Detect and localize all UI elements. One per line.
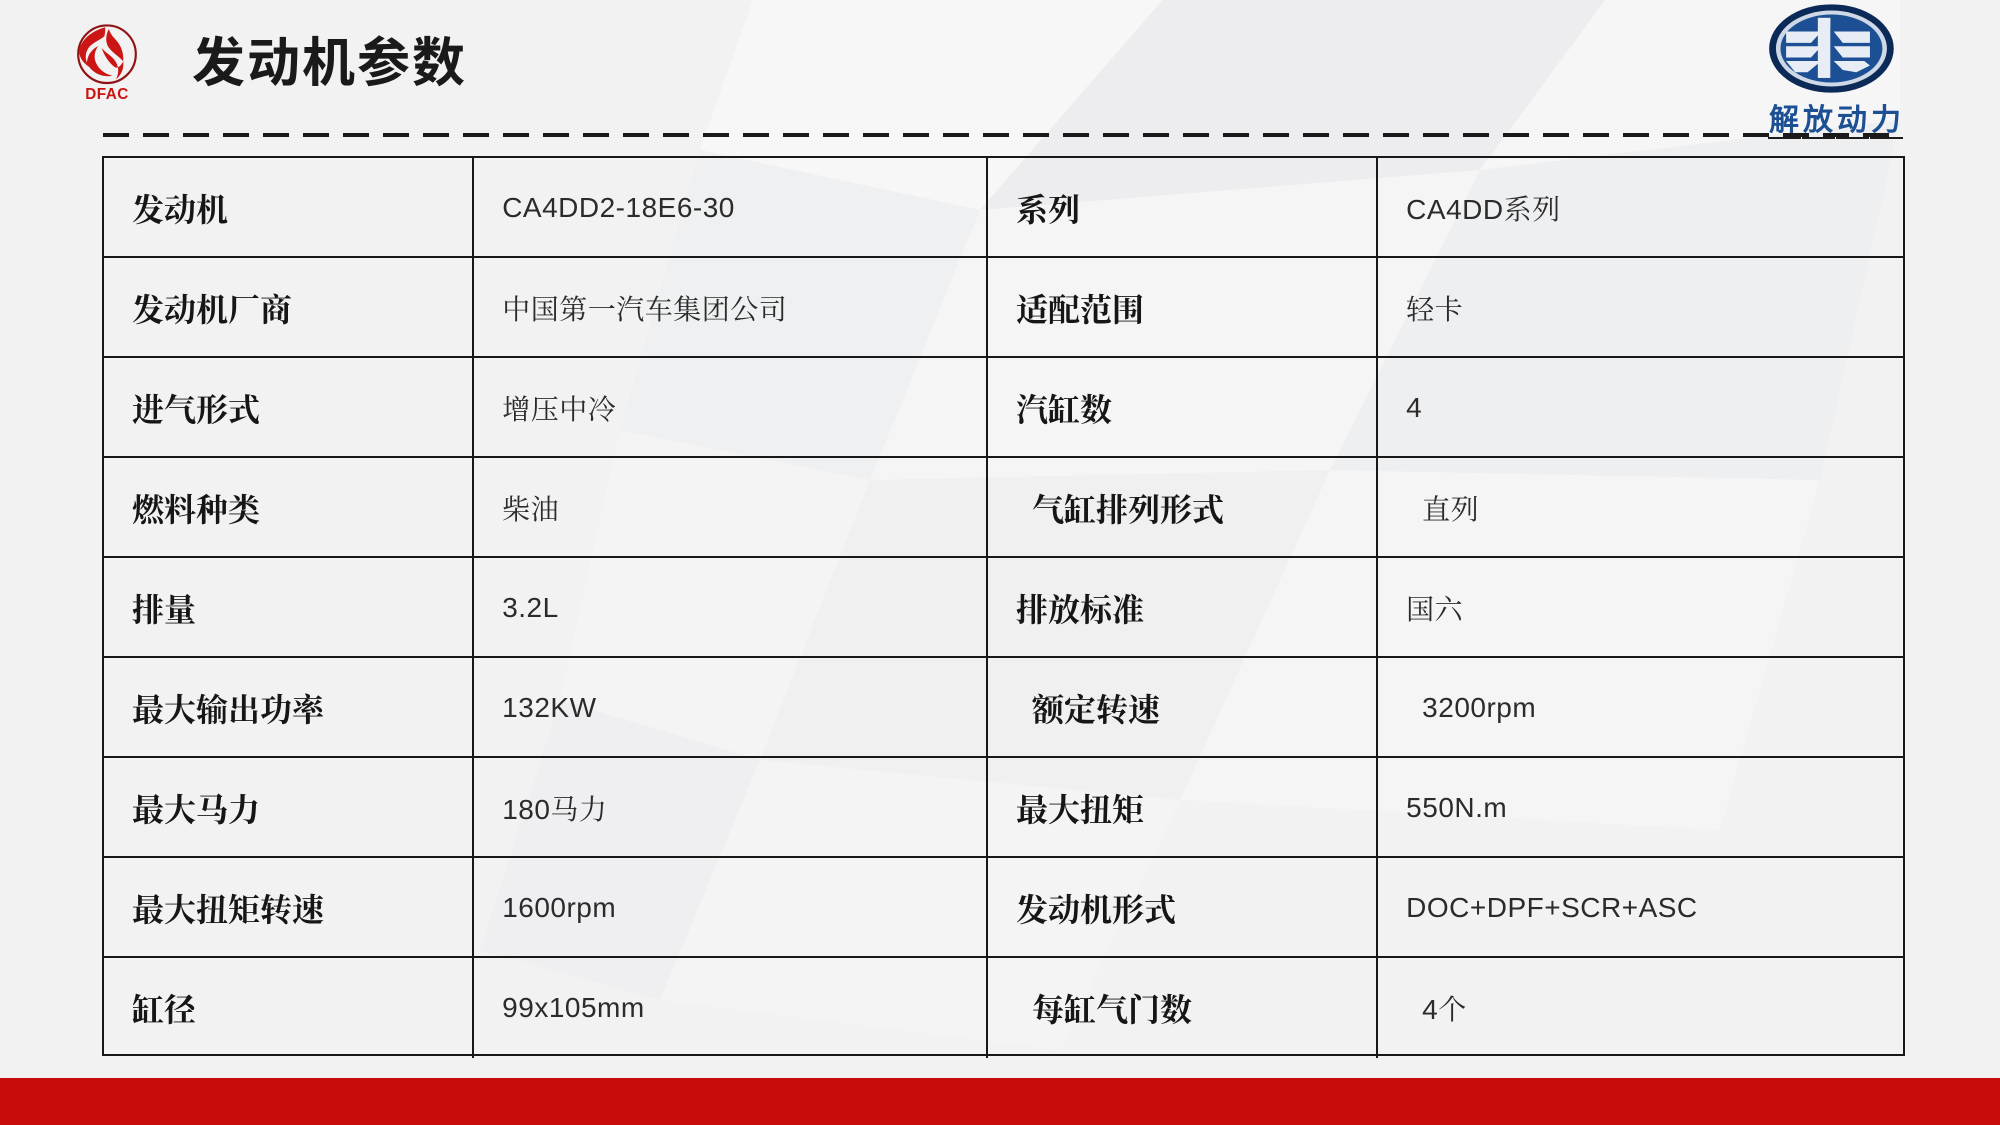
svg-text:DFAC: DFAC (85, 86, 128, 103)
